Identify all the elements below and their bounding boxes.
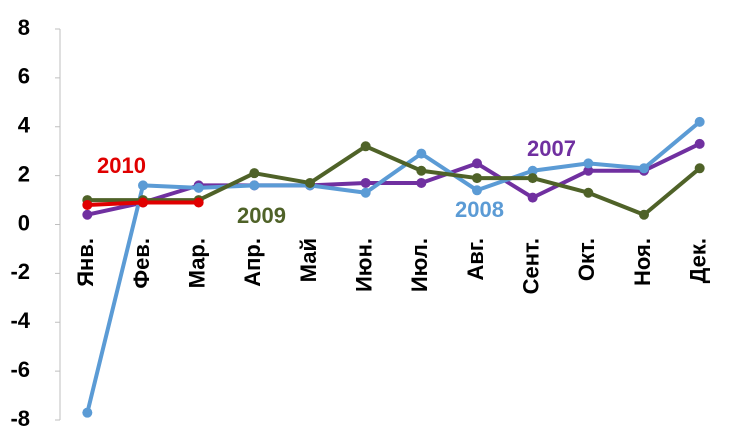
- series-label: 2010: [97, 153, 146, 178]
- data-point: [138, 197, 148, 208]
- series-label: 2008: [455, 197, 504, 222]
- y-tick-label: -4: [10, 308, 30, 333]
- data-point: [472, 158, 482, 169]
- x-tick-label: Янв.: [73, 238, 98, 287]
- data-point: [305, 177, 315, 188]
- data-point: [360, 141, 371, 152]
- data-point: [360, 177, 371, 188]
- x-tick-label: Июн.: [351, 238, 376, 292]
- data-point: [694, 116, 705, 127]
- y-tick-label: 4: [18, 113, 31, 138]
- data-point: [472, 173, 482, 184]
- series-label: 2007: [527, 136, 576, 161]
- data-point: [82, 407, 93, 418]
- x-tick-label: Май: [296, 238, 321, 282]
- data-point: [583, 187, 594, 198]
- y-tick-label: 8: [18, 15, 30, 40]
- x-tick-label: Сент.: [518, 238, 543, 294]
- data-point: [694, 163, 705, 174]
- x-tick-label: Мар.: [184, 238, 209, 288]
- x-tick-label: Апр.: [240, 238, 265, 287]
- data-point: [416, 148, 427, 159]
- series-line: [85, 120, 701, 414]
- y-tick-label: -2: [10, 259, 30, 284]
- data-point: [416, 177, 427, 188]
- x-tick-label: Июл.: [407, 238, 432, 292]
- y-tick-label: -8: [10, 406, 30, 431]
- x-tick-label: Авг.: [463, 238, 488, 281]
- data-point: [416, 165, 427, 176]
- series-label: 2009: [237, 203, 286, 228]
- x-tick-label: Дек.: [685, 238, 710, 283]
- data-point: [249, 180, 260, 191]
- x-tick-label: Фев.: [129, 238, 154, 289]
- data-point: [527, 165, 538, 176]
- data-point: [639, 163, 649, 174]
- data-point: [193, 182, 204, 193]
- y-tick-label: 2: [18, 161, 30, 186]
- data-point: [193, 197, 204, 208]
- x-tick-label: Окт.: [574, 238, 599, 281]
- data-point: [694, 138, 705, 149]
- data-point: [583, 165, 594, 176]
- data-point: [639, 209, 649, 220]
- data-point: [138, 180, 148, 191]
- series-line: [87, 144, 701, 217]
- data-point: [527, 192, 538, 203]
- data-point: [527, 173, 538, 184]
- data-point: [583, 158, 594, 169]
- data-point: [360, 187, 371, 198]
- y-tick-label: 6: [18, 64, 30, 89]
- data-point: [249, 168, 260, 179]
- data-point: [82, 209, 93, 220]
- y-tick-label: -6: [10, 357, 30, 382]
- data-point: [82, 199, 93, 210]
- x-tick-label: Ноя.: [630, 238, 655, 286]
- data-point: [472, 185, 482, 196]
- y-tick-label: 0: [18, 210, 30, 235]
